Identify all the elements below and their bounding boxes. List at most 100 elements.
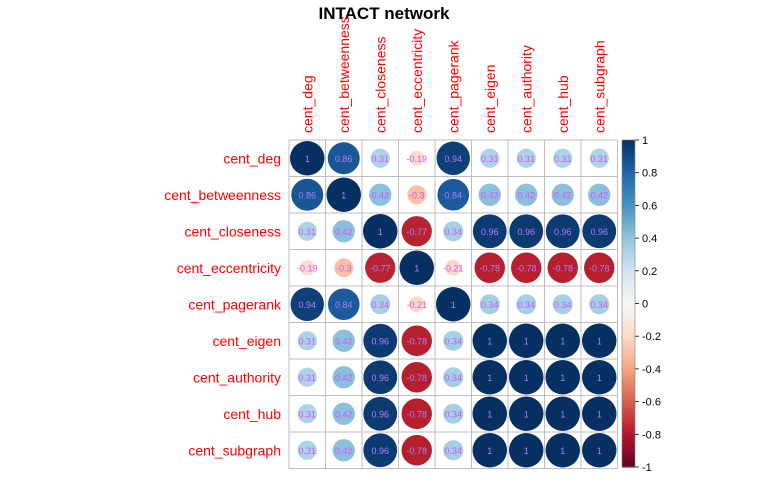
column-label: cent_closeness — [372, 36, 388, 133]
colorbar-tick-label: 0 — [642, 299, 648, 311]
colorbar-segment — [622, 381, 635, 385]
colorbar-segment — [622, 159, 635, 162]
correlation-value: 1 — [560, 409, 565, 419]
colorbar-segment — [622, 329, 635, 332]
colorbar-segment — [622, 300, 635, 303]
correlation-value: 1 — [597, 409, 602, 419]
colorbar-segment — [622, 378, 635, 381]
correlation-value: 0.42 — [335, 446, 353, 456]
correlation-circle — [589, 148, 609, 168]
colorbar-segment — [622, 365, 635, 368]
colorbar-tick-label: -0.4 — [642, 364, 661, 376]
colorbar-segment — [622, 359, 635, 362]
colorbar-segment — [622, 169, 635, 172]
colorbar-segment — [622, 355, 635, 359]
chart-title: INTACT network — [319, 4, 451, 23]
correlation-circle — [545, 396, 580, 431]
colorbar-tick-label: -0.8 — [642, 429, 661, 441]
colorbar-tick-label: -1 — [642, 462, 652, 474]
colorbar-segment — [622, 432, 635, 435]
correlation-circle — [589, 294, 610, 315]
colorbar-segment — [622, 372, 635, 375]
colorbar-segment — [622, 455, 635, 458]
colorbar-segment — [622, 244, 635, 247]
colorbar-segment — [622, 211, 635, 215]
correlation-circle — [401, 216, 432, 247]
colorbar-segment — [622, 367, 635, 370]
correlation-circle — [551, 183, 574, 206]
colorbar-segment — [622, 354, 635, 357]
colorbar-segment — [622, 437, 635, 440]
correlation-value: -0.78 — [406, 409, 427, 419]
colorbar-segment — [622, 238, 635, 241]
colorbar-segment — [622, 156, 635, 159]
correlation-circle — [516, 294, 537, 315]
row-label: cent_eccentricity — [177, 260, 281, 276]
colorbar-segment — [622, 262, 635, 265]
colorbar-segment — [622, 393, 635, 396]
correlation-value: -0.3 — [336, 263, 352, 273]
correlation-value: 0.34 — [517, 300, 535, 310]
colorbar-tick-label: -0.6 — [642, 397, 661, 409]
colorbar-segment — [622, 251, 635, 254]
correlation-circle — [480, 148, 500, 168]
colorbar-segment — [622, 246, 635, 249]
correlation-value: 0.31 — [298, 227, 316, 237]
row-label: cent_deg — [223, 150, 281, 166]
correlation-value: 1 — [560, 373, 565, 383]
colorbar-segment — [622, 185, 635, 189]
correlation-value: -0.78 — [479, 263, 500, 273]
colorbar-segment — [622, 285, 635, 288]
correlation-circle — [511, 252, 542, 283]
correlation-value: 1 — [341, 190, 346, 200]
colorbar-segment — [622, 174, 635, 177]
correlation-circle — [436, 141, 470, 175]
colorbar-segment — [622, 200, 635, 203]
colorbar-segment — [622, 203, 635, 206]
correlation-circle — [297, 367, 317, 387]
colorbar-segment — [622, 210, 635, 213]
column-label: cent_betweenness — [336, 16, 352, 133]
colorbar-segment — [622, 360, 635, 363]
correlation-circle — [290, 141, 325, 176]
colorbar-segment — [622, 205, 635, 208]
correlation-circle — [332, 220, 355, 243]
colorbar-segment — [622, 198, 635, 202]
colorbar-segment — [622, 277, 635, 280]
colorbar-segment — [622, 298, 635, 301]
colorbar-segment — [622, 450, 635, 453]
colorbar-segment — [622, 187, 635, 190]
correlation-value: 0.31 — [481, 154, 499, 164]
correlation-value: 0.34 — [444, 227, 462, 237]
colorbar-segment — [622, 282, 635, 285]
colorbar-segment — [622, 357, 635, 360]
correlation-circle — [509, 360, 544, 395]
colorbar-segment — [622, 344, 635, 347]
correlation-circle — [472, 323, 507, 358]
colorbar-segment — [622, 396, 635, 399]
colorbar-segment — [622, 180, 635, 184]
correlation-circle — [443, 440, 464, 461]
colorbar-segment — [622, 287, 635, 290]
correlation-circle — [516, 148, 536, 168]
colorbar-segment — [622, 413, 635, 416]
colorbar-segment — [622, 460, 635, 463]
correlation-value: -0.78 — [516, 263, 537, 273]
correlation-circle — [437, 178, 470, 211]
correlation-circle — [291, 178, 324, 211]
column-label: cent_pagerank — [445, 39, 461, 133]
colorbar-tick-label: 0.2 — [642, 266, 657, 278]
correlation-circles — [290, 141, 617, 468]
column-label: cent_subgraph — [591, 40, 607, 133]
colorbar-segment — [622, 221, 635, 224]
colorbar-segment — [622, 463, 635, 466]
correlation-value: -0.78 — [406, 446, 427, 456]
colorbar-segment — [622, 352, 635, 355]
row-label: cent_authority — [193, 369, 281, 385]
colorbar-segment — [622, 167, 635, 171]
correlation-value: 0.34 — [371, 300, 389, 310]
colorbar-segment — [622, 259, 635, 262]
colorbar-segment — [622, 457, 635, 460]
colorbar-segment — [622, 424, 635, 427]
correlation-circle — [334, 258, 354, 278]
